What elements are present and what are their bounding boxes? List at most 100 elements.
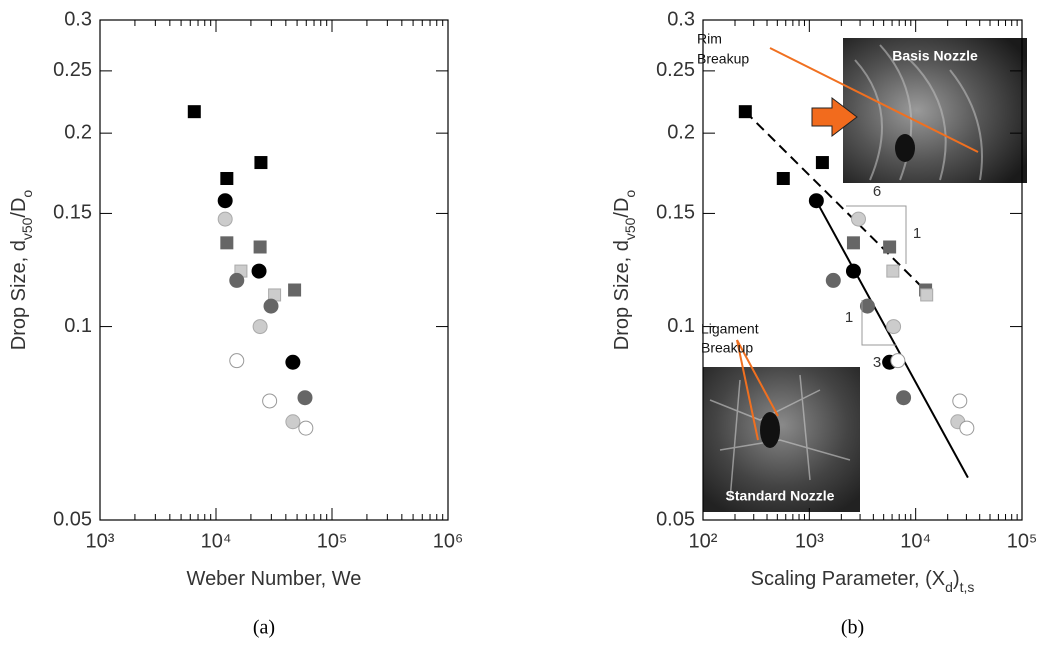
axis-label-part: Drop Size, d bbox=[8, 240, 30, 350]
annotation: Ligament bbox=[701, 321, 759, 337]
marker-square bbox=[886, 264, 900, 278]
y-tick-label: 0.1 bbox=[64, 315, 92, 337]
photo-texture bbox=[854, 44, 983, 181]
marker-circle bbox=[297, 390, 313, 406]
standard-nozzle-photo bbox=[703, 367, 860, 512]
marker-square bbox=[738, 105, 752, 119]
y-tick-label: 0.3 bbox=[667, 8, 695, 30]
slope-label: 3 bbox=[873, 354, 881, 371]
slope-triangle bbox=[861, 300, 896, 346]
marker-circle bbox=[229, 272, 245, 288]
axis-label: Drop Size, dv50/Do bbox=[8, 190, 34, 351]
x-tick-label: 10⁴ bbox=[201, 530, 232, 552]
marker-circle bbox=[229, 353, 245, 369]
arrow bbox=[811, 96, 858, 138]
slope-label: 6 bbox=[873, 183, 881, 200]
marker-circle bbox=[285, 414, 301, 430]
marker-circle bbox=[825, 272, 841, 288]
marker-circle bbox=[808, 193, 824, 209]
annotations: Rim Breakup Ligament Breakup Basis Nozzl… bbox=[697, 31, 979, 504]
slope-label: 1 bbox=[845, 309, 853, 326]
marker-square bbox=[220, 171, 234, 185]
photos bbox=[703, 38, 1027, 512]
photo-texture bbox=[760, 412, 780, 448]
marker-circle bbox=[252, 319, 268, 335]
marker-circle bbox=[851, 211, 867, 227]
plot-frame bbox=[702, 19, 1023, 521]
marker-circle bbox=[298, 420, 314, 436]
axis-label-part: v50 bbox=[19, 217, 35, 240]
fit-line bbox=[815, 200, 969, 479]
marker-circle bbox=[959, 420, 975, 436]
y-tick-label: 0.05 bbox=[53, 508, 92, 530]
marker-square bbox=[815, 156, 829, 170]
axis-label-part: Weber Number, We bbox=[187, 568, 362, 590]
marker-circle bbox=[896, 390, 912, 406]
plots: 10³ 10⁴ 10⁵ 10⁶ 0.05 0.1 0.15 0.2 0.25 0.3 Weber N… bbox=[8, 8, 1037, 638]
marker-circle bbox=[217, 211, 233, 227]
slope-triangle bbox=[846, 205, 907, 264]
marker-circle bbox=[845, 263, 861, 279]
axis-label: Scaling Parameter, (Xd)t,s bbox=[751, 568, 975, 594]
photo-label: Basis Nozzle bbox=[892, 48, 978, 64]
marker-square bbox=[920, 288, 934, 302]
marker-square bbox=[254, 156, 268, 170]
axis-label-part: Scaling Parameter, (X bbox=[751, 568, 946, 590]
y-tick-label: 0.1 bbox=[667, 315, 695, 337]
marker-square bbox=[776, 171, 790, 185]
fit-line bbox=[744, 110, 929, 294]
axis-label: Drop Size, dv50/Do bbox=[611, 190, 637, 351]
y-tick-label: 0.3 bbox=[64, 8, 92, 30]
y-tick-label: 0.2 bbox=[667, 121, 695, 143]
y-tick-label: 0.05 bbox=[656, 508, 695, 530]
pointer-line bbox=[736, 339, 779, 417]
basis-nozzle-photo bbox=[843, 38, 1027, 183]
axis-label-part: o bbox=[622, 190, 638, 198]
marker-circle bbox=[263, 298, 279, 314]
marker-circle bbox=[890, 353, 906, 369]
axis-label-part: o bbox=[19, 190, 35, 198]
x-tick-label: 10⁶ bbox=[433, 530, 463, 552]
pointer-line bbox=[736, 339, 759, 441]
photo-label: Standard Nozzle bbox=[726, 488, 835, 504]
axis-label-part: t,s bbox=[960, 579, 975, 595]
marker-square bbox=[220, 236, 234, 250]
axis-label: Weber Number, We bbox=[187, 568, 362, 590]
annotation: Breakup bbox=[701, 340, 753, 356]
marker-circle bbox=[285, 354, 301, 370]
photo-texture bbox=[895, 134, 915, 162]
y-tick-label: 0.25 bbox=[656, 59, 695, 81]
marker-square bbox=[288, 283, 302, 297]
plot-frame bbox=[99, 19, 449, 521]
x-tick-label: 10⁵ bbox=[1007, 530, 1038, 552]
marker-square bbox=[883, 240, 897, 254]
axis-label-part: /D bbox=[8, 198, 30, 218]
annotation: Breakup bbox=[697, 51, 749, 67]
axis-label-part: d bbox=[945, 579, 953, 595]
x-tick-label: 10³ bbox=[86, 530, 115, 552]
x-tick-label: 10³ bbox=[795, 530, 824, 552]
x-tick-label: 10⁵ bbox=[317, 530, 348, 552]
x-tick-label: 10² bbox=[689, 530, 718, 552]
y-tick-label: 0.15 bbox=[53, 202, 92, 224]
marker-square bbox=[253, 240, 267, 254]
pointer-line bbox=[769, 47, 979, 153]
y-tick-label: 0.15 bbox=[656, 202, 695, 224]
axis-label-part: ) bbox=[953, 568, 960, 590]
marker-square bbox=[846, 236, 860, 250]
slope-label: 1 bbox=[913, 225, 921, 242]
axis-label-part: v50 bbox=[622, 217, 638, 240]
axis-label-part: Drop Size, d bbox=[611, 240, 633, 350]
caption: (a) bbox=[253, 617, 275, 639]
axis-label-part: /D bbox=[611, 198, 633, 218]
y-tick-label: 0.2 bbox=[64, 121, 92, 143]
photo-texture bbox=[709, 374, 851, 501]
marker-circle bbox=[952, 393, 968, 409]
marker-circle bbox=[262, 393, 278, 409]
marker-circle bbox=[217, 193, 233, 209]
marker-circle bbox=[859, 298, 875, 314]
x-tick-label: 10⁴ bbox=[900, 530, 931, 552]
y-tick-label: 0.25 bbox=[53, 59, 92, 81]
